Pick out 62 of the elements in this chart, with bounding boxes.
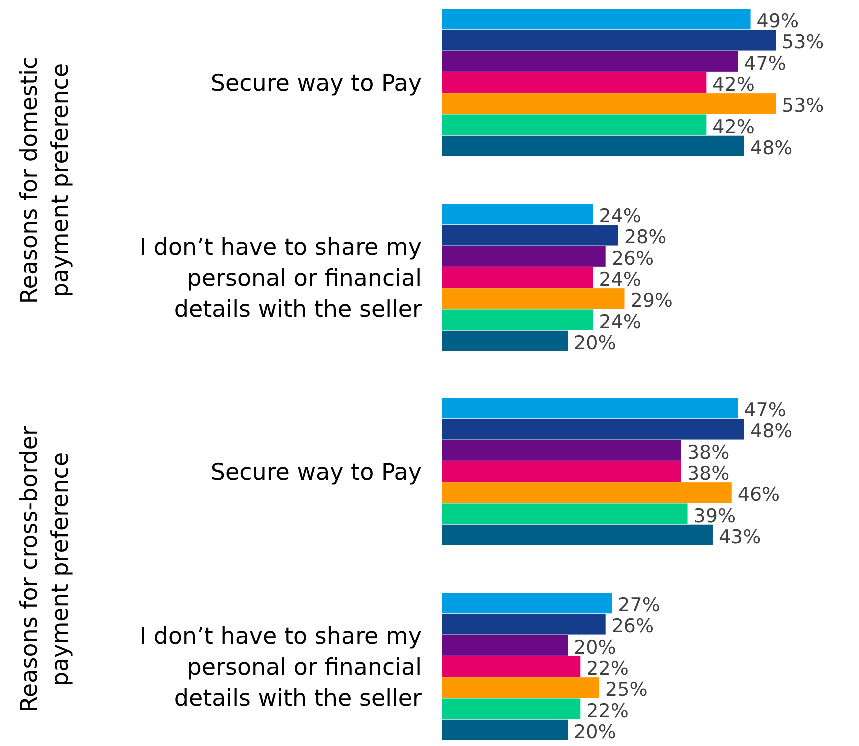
y-tick-label: Secure way to Pay — [210, 71, 422, 97]
data-label: 24% — [599, 206, 642, 228]
data-label: 47% — [744, 52, 786, 75]
bar — [442, 593, 612, 614]
data-label: 53% — [782, 32, 824, 54]
bar — [442, 504, 688, 524]
data-label: 48% — [750, 420, 793, 443]
bar — [442, 136, 744, 156]
data-label: 25% — [606, 679, 648, 702]
data-label: 53% — [782, 95, 824, 118]
bar — [442, 635, 568, 656]
y-tick-label: I don’t have to share my personal or financial details with the seller — [140, 235, 423, 323]
data-label: 20% — [574, 332, 616, 354]
bar — [442, 440, 682, 461]
bar — [442, 310, 594, 330]
y-tick-label: Secure way to Pay — [210, 460, 422, 486]
bar — [442, 114, 707, 136]
data-label: 47% — [744, 400, 786, 422]
bar — [442, 698, 581, 720]
bar — [442, 398, 738, 419]
data-label: 48% — [750, 137, 793, 160]
data-label: 29% — [630, 290, 673, 312]
data-label: 39% — [694, 505, 736, 528]
bar — [442, 461, 682, 482]
bar — [442, 482, 732, 504]
bar — [442, 288, 625, 310]
bar — [442, 204, 594, 225]
bar — [442, 330, 568, 352]
bar — [442, 614, 606, 635]
data-label: 24% — [599, 311, 642, 334]
data-label: 20% — [574, 636, 616, 659]
data-label: 24% — [599, 269, 642, 291]
bar — [442, 225, 618, 246]
bar — [442, 94, 776, 114]
text: Reasons for cross-border payment preference — [17, 426, 74, 712]
bar — [442, 9, 751, 30]
data-label: 38% — [687, 442, 730, 464]
bar — [442, 419, 744, 440]
bar — [442, 524, 713, 546]
y-tick-label: I don’t have to share my personal or financial details with the seller — [140, 624, 423, 712]
data-label: 28% — [624, 226, 667, 249]
bar — [442, 656, 581, 678]
bar — [442, 51, 738, 72]
data-label: 38% — [687, 463, 730, 485]
data-label: 26% — [612, 248, 654, 270]
bar — [442, 678, 600, 698]
bar — [442, 720, 568, 740]
data-label: 42% — [712, 74, 755, 96]
data-label: 22% — [586, 700, 629, 722]
bar — [442, 267, 594, 288]
data-label: 46% — [738, 484, 780, 506]
data-label: 22% — [586, 658, 629, 680]
bar — [442, 30, 776, 51]
bar — [442, 72, 707, 94]
text: Reasons for domestic payment preference — [17, 56, 74, 304]
data-label: 20% — [574, 721, 616, 744]
data-label: 42% — [712, 116, 755, 138]
data-label: 27% — [618, 594, 660, 617]
data-label: 49% — [756, 10, 800, 33]
data-label: 26% — [612, 616, 654, 638]
bar — [442, 246, 606, 267]
data-label: 43% — [718, 526, 762, 548]
